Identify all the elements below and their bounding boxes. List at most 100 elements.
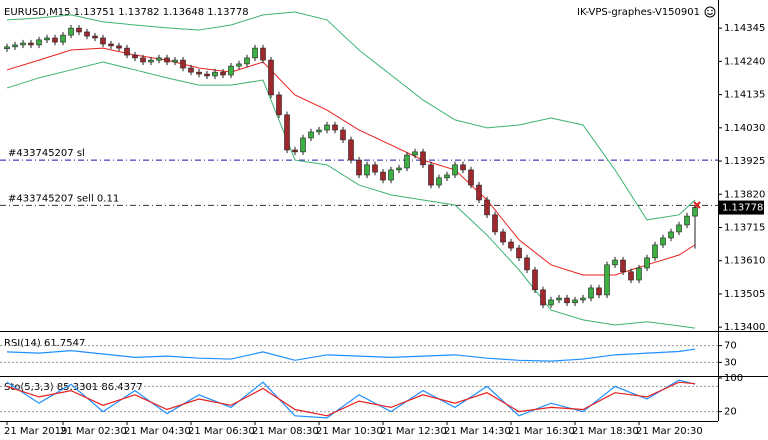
candle-body <box>116 45 122 49</box>
candle-body <box>204 73 210 77</box>
x-tick-label: 21 Mar 02:30 <box>60 426 127 437</box>
y-tick-label: 1.14345 <box>724 23 765 34</box>
candle-body <box>524 257 530 271</box>
candle-body <box>444 174 450 179</box>
candle-body <box>4 46 10 50</box>
candle-body <box>492 214 498 233</box>
x-tick-label: 21 Mar 20:30 <box>636 426 703 437</box>
candle-body <box>332 124 338 131</box>
candle-body <box>244 57 250 65</box>
x-tick-label: 21 Mar 16:30 <box>508 426 575 437</box>
candle-body <box>564 297 570 304</box>
y-tick-label: 1.14135 <box>724 90 765 101</box>
candle-body <box>548 299 554 306</box>
candle-body <box>92 35 98 39</box>
candle-body <box>636 267 642 281</box>
y-tick-label: 1.13925 <box>724 156 765 167</box>
candle-body <box>364 164 370 176</box>
candle-body <box>420 151 426 166</box>
candle-body <box>340 129 346 141</box>
candle-body <box>516 247 522 259</box>
candle-body <box>260 47 266 61</box>
candle-body <box>228 65 234 76</box>
candle-body <box>580 297 586 301</box>
candle-body <box>508 241 514 249</box>
candle-body <box>124 47 130 56</box>
indicator-line <box>6 348 696 362</box>
candle-body <box>60 34 66 43</box>
candle-body <box>76 27 82 33</box>
candle-body <box>572 299 578 304</box>
candle-body <box>460 164 466 171</box>
indicator-line <box>6 61 696 329</box>
candle-body <box>284 114 290 151</box>
candle-body <box>164 57 170 63</box>
chart-title: EURUSD,M15 1.13751 1.13782 1.13648 1.137… <box>4 7 249 18</box>
candle-body <box>36 39 42 46</box>
y-tick-label: 1.13715 <box>724 222 765 233</box>
bid-box <box>718 200 764 215</box>
candle-body <box>140 57 146 63</box>
candle-body <box>692 207 698 217</box>
candle-body <box>68 27 74 36</box>
candle-body <box>652 244 658 259</box>
candle-body <box>412 151 418 156</box>
candle-body <box>372 164 378 173</box>
x-tick-label: 21 Mar 06:30 <box>188 426 255 437</box>
candle-body <box>348 139 354 161</box>
candle-body <box>676 224 682 233</box>
y-tick-label: 1.13400 <box>724 322 765 333</box>
candle-body <box>588 287 594 299</box>
y-tick-label: 1.13610 <box>724 256 765 267</box>
candle-body <box>108 43 114 47</box>
candle-body <box>396 167 402 171</box>
candle-body <box>388 169 394 181</box>
order-label: #433745207 sl <box>8 148 85 159</box>
candle-body <box>452 164 458 176</box>
candle-body <box>436 177 442 186</box>
candle-body <box>44 37 50 41</box>
y-tick-label: 70 <box>724 341 737 352</box>
candle-body <box>428 164 434 186</box>
smiley-icon <box>704 6 716 18</box>
candle-body <box>556 297 562 301</box>
candle-body <box>596 287 602 296</box>
candle-body <box>476 184 482 201</box>
candle-body <box>188 67 194 73</box>
candle-body <box>612 259 618 266</box>
candle-body <box>404 154 410 169</box>
candle-body <box>156 57 162 61</box>
candle-body <box>292 149 298 153</box>
candle-body <box>212 71 218 77</box>
y-tick-label: 100 <box>724 373 743 384</box>
candle-body <box>20 42 26 46</box>
candle-body <box>196 71 202 75</box>
y-tick-label: 1.13505 <box>724 289 765 300</box>
candle-body <box>172 59 178 63</box>
candle-body <box>540 289 546 306</box>
candle-body <box>236 63 242 67</box>
bid-label: 1.13778 <box>722 203 763 214</box>
y-tick-label: 1.14240 <box>724 56 765 67</box>
y-tick-label: 1.14030 <box>724 123 765 134</box>
indicator-line <box>6 11 696 221</box>
x-tick-label: 21 Mar 14:30 <box>444 426 511 437</box>
candle-body <box>644 257 650 269</box>
candle-body <box>356 159 362 176</box>
candle-body <box>100 37 106 45</box>
candle-body <box>148 59 154 63</box>
candle-body <box>276 94 282 116</box>
indicator-line <box>6 379 696 419</box>
candle-body <box>380 171 386 181</box>
x-tick-label: 21 Mar 08:30 <box>252 426 319 437</box>
candle-body <box>84 31 90 37</box>
y-tick-label: 20 <box>724 407 737 418</box>
candle-body <box>660 237 666 246</box>
y-tick-label: 30 <box>724 357 737 368</box>
candle-body <box>268 59 274 96</box>
y-tick-label: 1.13820 <box>724 189 765 200</box>
indicator-line <box>6 381 696 417</box>
order-label: #433745207 sell 0.11 <box>8 193 119 204</box>
